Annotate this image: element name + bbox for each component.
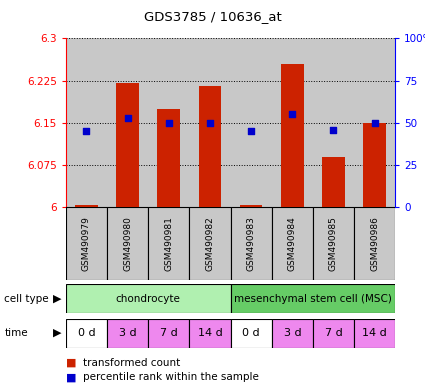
Bar (66, 319, 107, 348)
Text: GSM490984: GSM490984 (288, 217, 297, 271)
Text: GSM490979: GSM490979 (82, 217, 91, 271)
Text: time: time (4, 328, 28, 338)
Point (165, 120, 172, 126)
Point (371, 120, 378, 126)
Bar (66, 207, 107, 280)
Bar (272, 319, 313, 348)
Bar (148, 207, 190, 280)
Bar (198, 86, 221, 207)
Text: mesenchymal stem cell (MSC): mesenchymal stem cell (MSC) (234, 293, 392, 304)
Bar (230, 284, 395, 313)
Text: 14 d: 14 d (198, 328, 222, 338)
Bar (107, 319, 148, 348)
Bar (107, 207, 148, 280)
Text: GDS3785 / 10636_at: GDS3785 / 10636_at (144, 10, 281, 23)
Point (124, 115, 131, 121)
Bar (190, 207, 230, 280)
Bar (66, 284, 230, 313)
Point (330, 127, 337, 133)
Bar (354, 38, 395, 207)
Text: GSM490983: GSM490983 (246, 217, 256, 271)
Text: GSM490981: GSM490981 (164, 217, 173, 271)
Text: 0 d: 0 d (242, 328, 260, 338)
Bar (281, 64, 303, 207)
Text: GSM490986: GSM490986 (370, 217, 379, 271)
Text: 3 d: 3 d (119, 328, 136, 338)
Text: GSM490982: GSM490982 (205, 217, 215, 271)
Bar (230, 319, 272, 348)
Point (248, 128, 255, 134)
Bar (230, 207, 272, 280)
Text: ■: ■ (66, 372, 76, 382)
Bar (313, 207, 354, 280)
Bar (190, 319, 230, 348)
Bar (354, 319, 395, 348)
Text: ▶: ▶ (53, 293, 62, 304)
Text: GSM490985: GSM490985 (329, 217, 338, 271)
Bar (322, 157, 345, 207)
Bar (158, 109, 180, 207)
Bar (66, 38, 107, 207)
Text: ▶: ▶ (53, 328, 62, 338)
Text: 3 d: 3 d (283, 328, 301, 338)
Bar (313, 38, 354, 207)
Bar (240, 205, 263, 207)
Bar (230, 38, 272, 207)
Point (83, 128, 90, 134)
Text: 0 d: 0 d (78, 328, 95, 338)
Bar (107, 38, 148, 207)
Text: GSM490980: GSM490980 (123, 217, 132, 271)
Bar (75, 205, 98, 207)
Text: 7 d: 7 d (325, 328, 343, 338)
Text: transformed count: transformed count (83, 358, 180, 368)
Bar (363, 123, 386, 207)
Bar (148, 319, 190, 348)
Bar (272, 38, 313, 207)
Text: chondrocyte: chondrocyte (116, 293, 181, 304)
Bar (116, 83, 139, 207)
Point (207, 120, 213, 126)
Bar (190, 38, 230, 207)
Text: 7 d: 7 d (160, 328, 178, 338)
Bar (148, 38, 190, 207)
Point (289, 111, 296, 118)
Text: cell type: cell type (4, 293, 49, 304)
Text: percentile rank within the sample: percentile rank within the sample (83, 372, 259, 382)
Text: ■: ■ (66, 358, 76, 368)
Bar (313, 319, 354, 348)
Text: 14 d: 14 d (362, 328, 387, 338)
Bar (354, 207, 395, 280)
Bar (272, 207, 313, 280)
